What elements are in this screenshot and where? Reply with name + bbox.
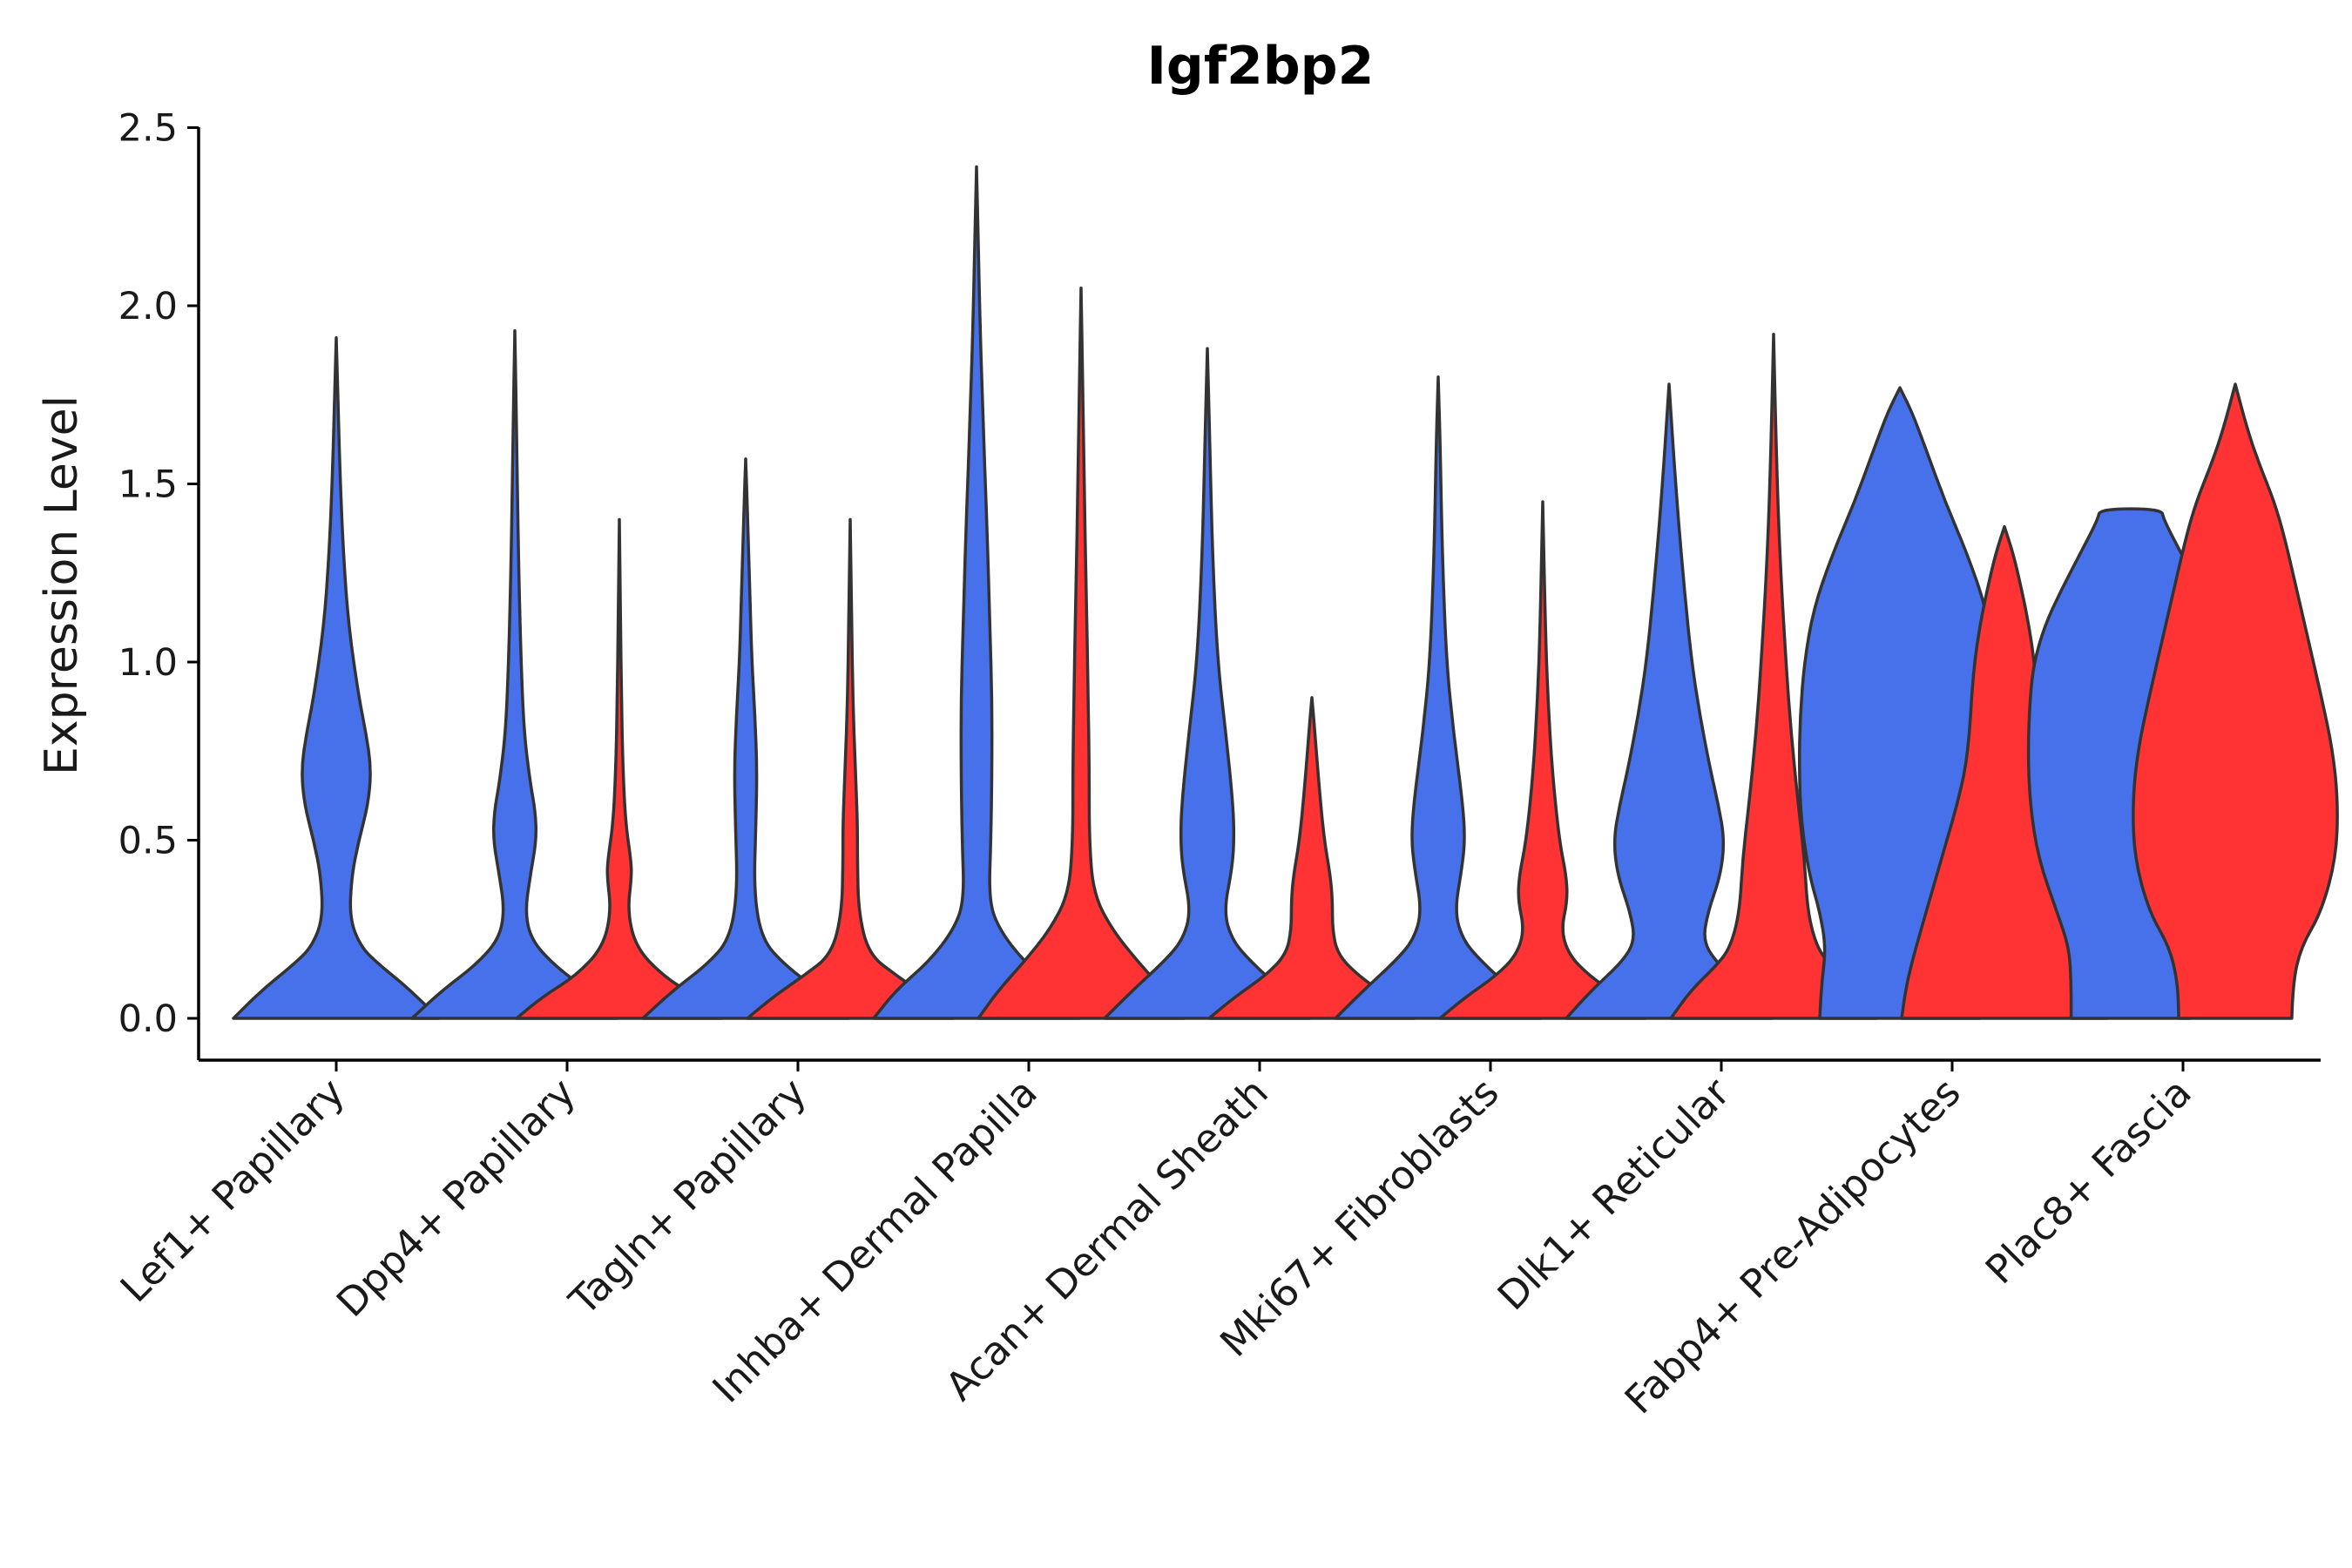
y-tick-label: 0.5 bbox=[118, 820, 178, 863]
violin-group1-mki67-fibroblasts bbox=[1334, 375, 1543, 1020]
violin-group1-lef1-papillary bbox=[232, 336, 441, 1020]
x-tick-label: Dlk1+ Reticular bbox=[1489, 1069, 1739, 1319]
x-tick-label: Dpp4+ Papillary bbox=[328, 1069, 585, 1326]
y-tick-label: 0.0 bbox=[118, 997, 178, 1041]
y-tick-label: 2.0 bbox=[118, 285, 178, 328]
chart-title: Igf2bp2 bbox=[1147, 36, 1375, 97]
violin-group2-dlk1-reticular bbox=[1669, 332, 1878, 1020]
x-tick-label: Plac8+ Fascia bbox=[1977, 1069, 2200, 1293]
violin-group2-mki67-fibroblasts bbox=[1438, 500, 1647, 1020]
violin-group1-acan-dermal-sheath bbox=[1103, 347, 1312, 1020]
x-tick-label: Lef1+ Papillary bbox=[112, 1069, 354, 1311]
violin-group1-inhba-dermal-papilla bbox=[872, 165, 1081, 1020]
violin-group2-tagln-papillary bbox=[746, 517, 955, 1020]
violin-group1-dpp4-papillary bbox=[410, 328, 619, 1020]
y-axis-title: Expression Level bbox=[36, 395, 88, 775]
violin-group1-dlk1-reticular bbox=[1565, 382, 1774, 1020]
violin-group2-dpp4-papillary bbox=[515, 517, 724, 1020]
violin-group2-acan-dermal-sheath bbox=[1207, 696, 1416, 1020]
y-tick-label: 1.0 bbox=[118, 641, 178, 685]
y-tick-label: 2.5 bbox=[118, 107, 178, 151]
violin-group2-plac8-fascia bbox=[2132, 382, 2339, 1020]
y-tick-label: 1.5 bbox=[118, 463, 178, 507]
x-tick-label: Tagln+ Papillary bbox=[560, 1069, 815, 1324]
violin-group2-inhba-dermal-papilla bbox=[977, 286, 1186, 1020]
y-ticks: 0.0 0.5 1.0 1.5 2.0 2.5 bbox=[118, 107, 199, 1041]
violin-group1-tagln-papillary bbox=[641, 457, 850, 1020]
violins-layer bbox=[232, 165, 2339, 1020]
